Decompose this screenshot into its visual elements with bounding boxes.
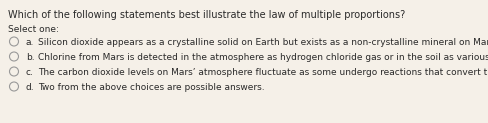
Text: c.: c. xyxy=(26,68,34,77)
Text: b.: b. xyxy=(26,53,35,62)
Text: Silicon dioxide appears as a crystalline solid on Earth but exists as a non-crys: Silicon dioxide appears as a crystalline… xyxy=(38,38,488,47)
Text: Chlorine from Mars is detected in the atmosphere as hydrogen chloride gas or in : Chlorine from Mars is detected in the at… xyxy=(38,53,488,62)
Text: Which of the following statements best illustrate the law of multiple proportion: Which of the following statements best i… xyxy=(8,10,405,20)
Text: Select one:: Select one: xyxy=(8,25,59,34)
Text: d.: d. xyxy=(26,83,35,92)
Text: Two from the above choices are possible answers.: Two from the above choices are possible … xyxy=(38,83,264,92)
Text: The carbon dioxide levels on Mars’ atmosphere fluctuate as some undergo reaction: The carbon dioxide levels on Mars’ atmos… xyxy=(38,68,488,77)
Text: a.: a. xyxy=(26,38,34,47)
